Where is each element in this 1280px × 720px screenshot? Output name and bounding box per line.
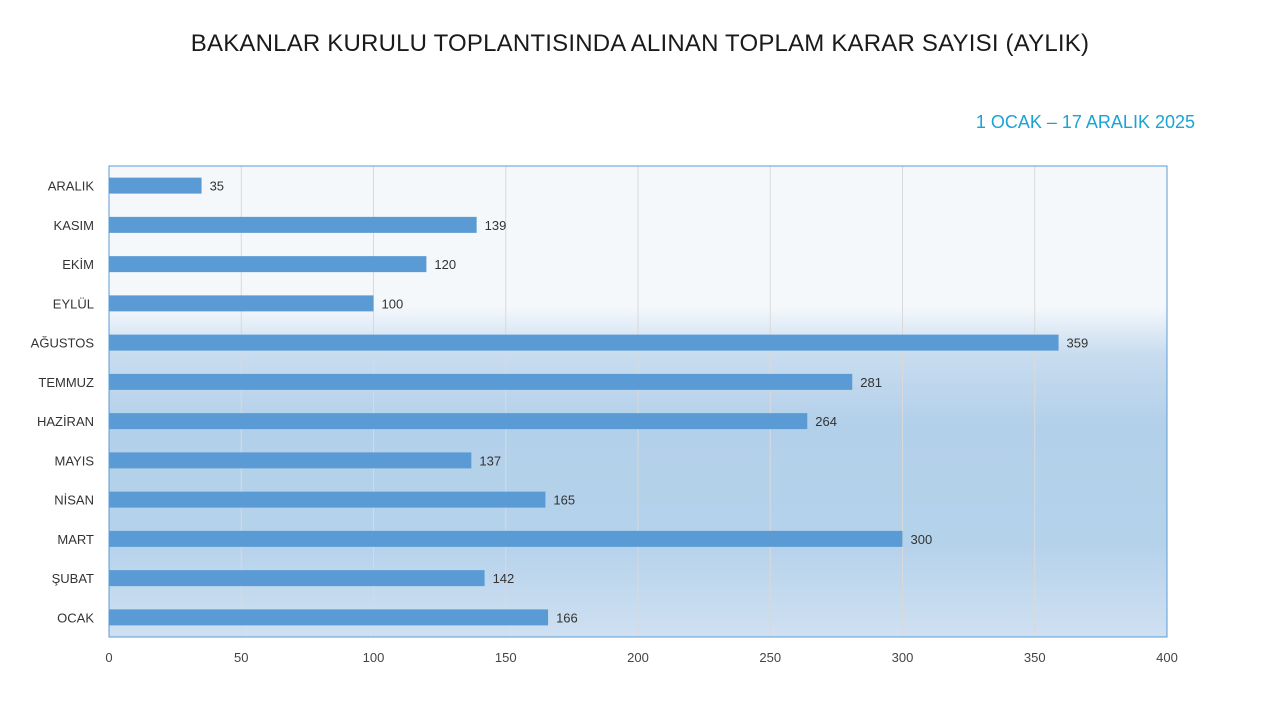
category-label: EYLÜL bbox=[53, 296, 94, 311]
chart-title: BAKANLAR KURULU TOPLANTISINDA ALINAN TOP… bbox=[190, 30, 1090, 57]
bar bbox=[109, 609, 549, 626]
category-label: HAZİRAN bbox=[37, 414, 94, 429]
bar bbox=[109, 491, 546, 508]
data-label: 120 bbox=[434, 257, 456, 272]
category-label: ŞUBAT bbox=[52, 571, 94, 586]
bar bbox=[109, 334, 1059, 351]
bar bbox=[109, 530, 903, 547]
data-label: 300 bbox=[911, 532, 933, 547]
data-label: 137 bbox=[479, 453, 501, 468]
category-label: NİSAN bbox=[54, 493, 94, 508]
data-label: 100 bbox=[382, 296, 404, 311]
bar bbox=[109, 413, 808, 430]
data-label: 166 bbox=[556, 610, 578, 625]
category-label: OCAK bbox=[57, 610, 94, 625]
data-label: 165 bbox=[553, 493, 575, 508]
x-tick-label: 400 bbox=[1156, 650, 1178, 665]
x-tick-label: 150 bbox=[495, 650, 517, 665]
bar bbox=[109, 373, 853, 390]
data-label: 359 bbox=[1067, 336, 1089, 351]
category-label: MART bbox=[57, 532, 94, 547]
data-label: 139 bbox=[485, 218, 507, 233]
x-tick-label: 350 bbox=[1024, 650, 1046, 665]
plot-border bbox=[108, 165, 1168, 638]
bar bbox=[109, 570, 485, 587]
category-label: AĞUSTOS bbox=[31, 336, 95, 351]
bar bbox=[109, 216, 477, 233]
bar bbox=[109, 295, 374, 312]
x-tick-label: 300 bbox=[892, 650, 914, 665]
x-tick-label: 200 bbox=[627, 650, 649, 665]
data-label: 142 bbox=[493, 571, 515, 586]
category-label: EKİM bbox=[62, 257, 94, 272]
bar bbox=[109, 256, 427, 273]
data-label: 281 bbox=[860, 375, 882, 390]
x-tick-label: 0 bbox=[105, 650, 112, 665]
category-label: ARALIK bbox=[48, 179, 95, 194]
chart-subtitle: 1 OCAK – 17 ARALIK 2025 bbox=[975, 112, 1195, 132]
x-tick-label: 50 bbox=[234, 650, 248, 665]
category-label: MAYIS bbox=[55, 453, 95, 468]
category-label: KASIM bbox=[54, 218, 94, 233]
bar bbox=[109, 452, 472, 469]
bar bbox=[109, 177, 202, 194]
category-label: TEMMUZ bbox=[38, 375, 94, 390]
data-label: 35 bbox=[210, 179, 224, 194]
x-tick-label: 100 bbox=[363, 650, 385, 665]
data-label: 264 bbox=[815, 414, 837, 429]
x-tick-label: 250 bbox=[759, 650, 781, 665]
